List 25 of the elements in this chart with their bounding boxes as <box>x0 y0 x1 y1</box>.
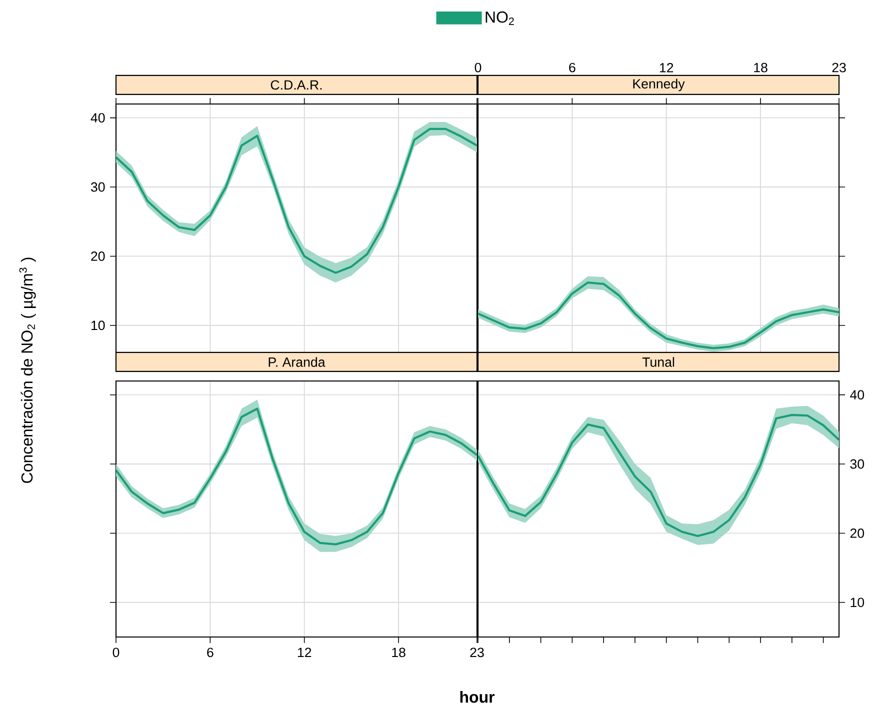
y-tick-label: 40 <box>90 113 105 123</box>
x-tick-label: 23 <box>832 62 846 72</box>
y-tick-label: 20 <box>91 252 105 261</box>
x-tick-label: 12 <box>660 62 674 72</box>
x-tick-label: 0 <box>474 62 482 72</box>
y-tick-label: 10 <box>850 598 864 608</box>
legend-label: NO$_{2}$ <box>486 11 514 25</box>
y-tick-label: 10 <box>91 320 105 330</box>
x-axis-title: hour <box>460 691 495 703</box>
x-tick-label: 23 <box>470 648 484 658</box>
y-tick-label: 20 <box>850 528 864 538</box>
chart-title: C.D.A.R. <box>270 80 322 90</box>
x-tick-label: 12 <box>298 648 312 658</box>
chart-title: P. Aranda <box>268 357 326 367</box>
x-tick-label: 6 <box>569 62 576 72</box>
y-axis-title: Concentración de NO$_{2}$ ( µg/m$^{3}$ ) <box>19 258 36 483</box>
x-tick-label: 6 <box>207 648 214 658</box>
chart-title: Kennedy <box>633 78 685 92</box>
x-tick-label: 18 <box>392 648 406 658</box>
chart-title: Tunal <box>642 357 674 367</box>
x-tick-label: 0 <box>112 648 120 658</box>
y-tick-label: 40 <box>850 390 864 400</box>
y-tick-label: 30 <box>90 182 105 192</box>
y-tick-label: 30 <box>850 459 864 469</box>
x-tick-label: 18 <box>754 62 768 72</box>
